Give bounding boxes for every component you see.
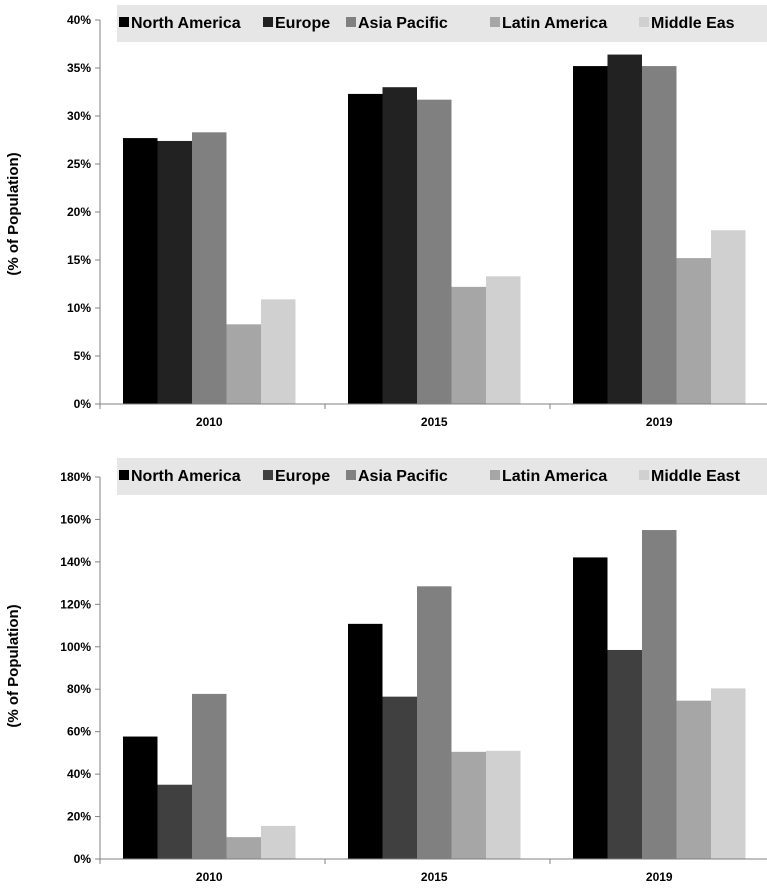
bar xyxy=(486,750,521,859)
chart-top: North America Europe Asia Pacific Latin Ame… xyxy=(5,5,767,429)
bar xyxy=(192,132,227,404)
legend-label: Asia Pacific xyxy=(358,468,448,485)
y-tick-label: 80% xyxy=(67,682,91,696)
bar xyxy=(711,688,746,859)
bar xyxy=(348,93,383,405)
y-tick-label: 160% xyxy=(60,512,91,526)
y-tick-label: 20% xyxy=(67,205,91,219)
legend-background xyxy=(117,458,767,495)
y-tick-label: 120% xyxy=(60,597,91,611)
legend-label: Europe xyxy=(275,468,330,485)
legend-swatch xyxy=(346,17,356,27)
legend-swatch xyxy=(263,17,273,27)
bar xyxy=(711,230,746,404)
bar xyxy=(382,696,417,859)
legend-swatch xyxy=(119,17,129,27)
legend-label: Asia Pacific xyxy=(358,15,448,32)
chart-bottom: North America Europe Asia Pacific Latin Ame… xyxy=(5,458,767,884)
y-tick-label: 10% xyxy=(67,301,91,315)
y-axis: 0% 20% 40% 60% 80% 100% 120% 140% 160% 180% xyxy=(60,470,101,866)
y-tick-label: 100% xyxy=(60,640,91,654)
bar xyxy=(573,557,608,859)
y-tick-label: 30% xyxy=(67,109,91,123)
x-tick-label: 2015 xyxy=(421,870,448,884)
bar xyxy=(676,700,711,859)
bar xyxy=(642,530,677,859)
y-tick-label: 15% xyxy=(67,253,91,267)
x-tick-label: 2019 xyxy=(646,415,673,429)
bar xyxy=(607,649,642,859)
bar xyxy=(123,736,158,859)
bars xyxy=(123,54,746,405)
bar xyxy=(348,623,383,859)
bar xyxy=(157,784,192,859)
y-tick-label: 0% xyxy=(74,397,92,411)
y-tick-label: 40% xyxy=(67,767,91,781)
y-tick-label: 35% xyxy=(67,61,91,75)
bar xyxy=(676,258,711,404)
x-tick-label: 2015 xyxy=(421,415,448,429)
bar xyxy=(486,276,521,404)
legend-swatch xyxy=(490,470,500,480)
bars xyxy=(123,530,746,859)
y-axis-label: (% of Population) xyxy=(5,152,22,275)
y-axis: 0% 5% 10% 15% 20% 25% 30% 35% 40% xyxy=(67,13,101,411)
bar xyxy=(417,586,452,859)
legend-label: Europe xyxy=(275,15,330,32)
legend-background xyxy=(117,5,767,42)
y-tick-label: 40% xyxy=(67,13,91,27)
x-axis: 2010 2015 2019 xyxy=(99,403,767,429)
legend-swatch xyxy=(490,17,500,27)
bar xyxy=(642,66,677,404)
y-tick-label: 5% xyxy=(74,349,92,363)
bar xyxy=(417,99,452,405)
bar xyxy=(451,286,486,404)
legend-label: North America xyxy=(131,15,241,32)
legend-label: Middle East xyxy=(651,468,741,485)
y-tick-label: 25% xyxy=(67,157,91,171)
x-tick-label: 2010 xyxy=(196,415,223,429)
legend-swatch xyxy=(346,470,356,480)
bar xyxy=(123,138,158,404)
y-tick-label: 140% xyxy=(60,555,91,569)
bar xyxy=(261,825,296,859)
legend: North America Europe Asia Pacific Latin Ame… xyxy=(119,468,741,485)
legend-swatch xyxy=(119,470,129,480)
y-axis-label: (% of Population) xyxy=(5,604,22,727)
bar xyxy=(607,54,642,405)
bar xyxy=(451,751,486,859)
bar xyxy=(226,837,261,859)
bar xyxy=(573,66,608,404)
x-axis: 2010 2015 2019 xyxy=(99,858,767,884)
y-tick-label: 20% xyxy=(67,810,91,824)
legend-swatch xyxy=(639,470,649,480)
y-tick-label: 180% xyxy=(60,470,91,484)
x-tick-label: 2010 xyxy=(196,870,223,884)
y-tick-label: 60% xyxy=(67,725,91,739)
legend-swatch xyxy=(639,17,649,27)
bar xyxy=(261,299,296,404)
legend: North America Europe Asia Pacific Latin Ame… xyxy=(119,15,735,32)
bar xyxy=(382,87,417,404)
legend-swatch xyxy=(263,470,273,480)
y-tick-label: 0% xyxy=(74,852,92,866)
bar xyxy=(226,324,261,404)
legend-label: North America xyxy=(131,468,241,485)
legend-label: Middle Eas xyxy=(651,15,735,32)
x-tick-label: 2019 xyxy=(646,870,673,884)
legend-label: Latin America xyxy=(502,468,607,485)
legend-label: Latin America xyxy=(502,15,607,32)
bar xyxy=(157,140,192,404)
bar xyxy=(192,693,227,859)
